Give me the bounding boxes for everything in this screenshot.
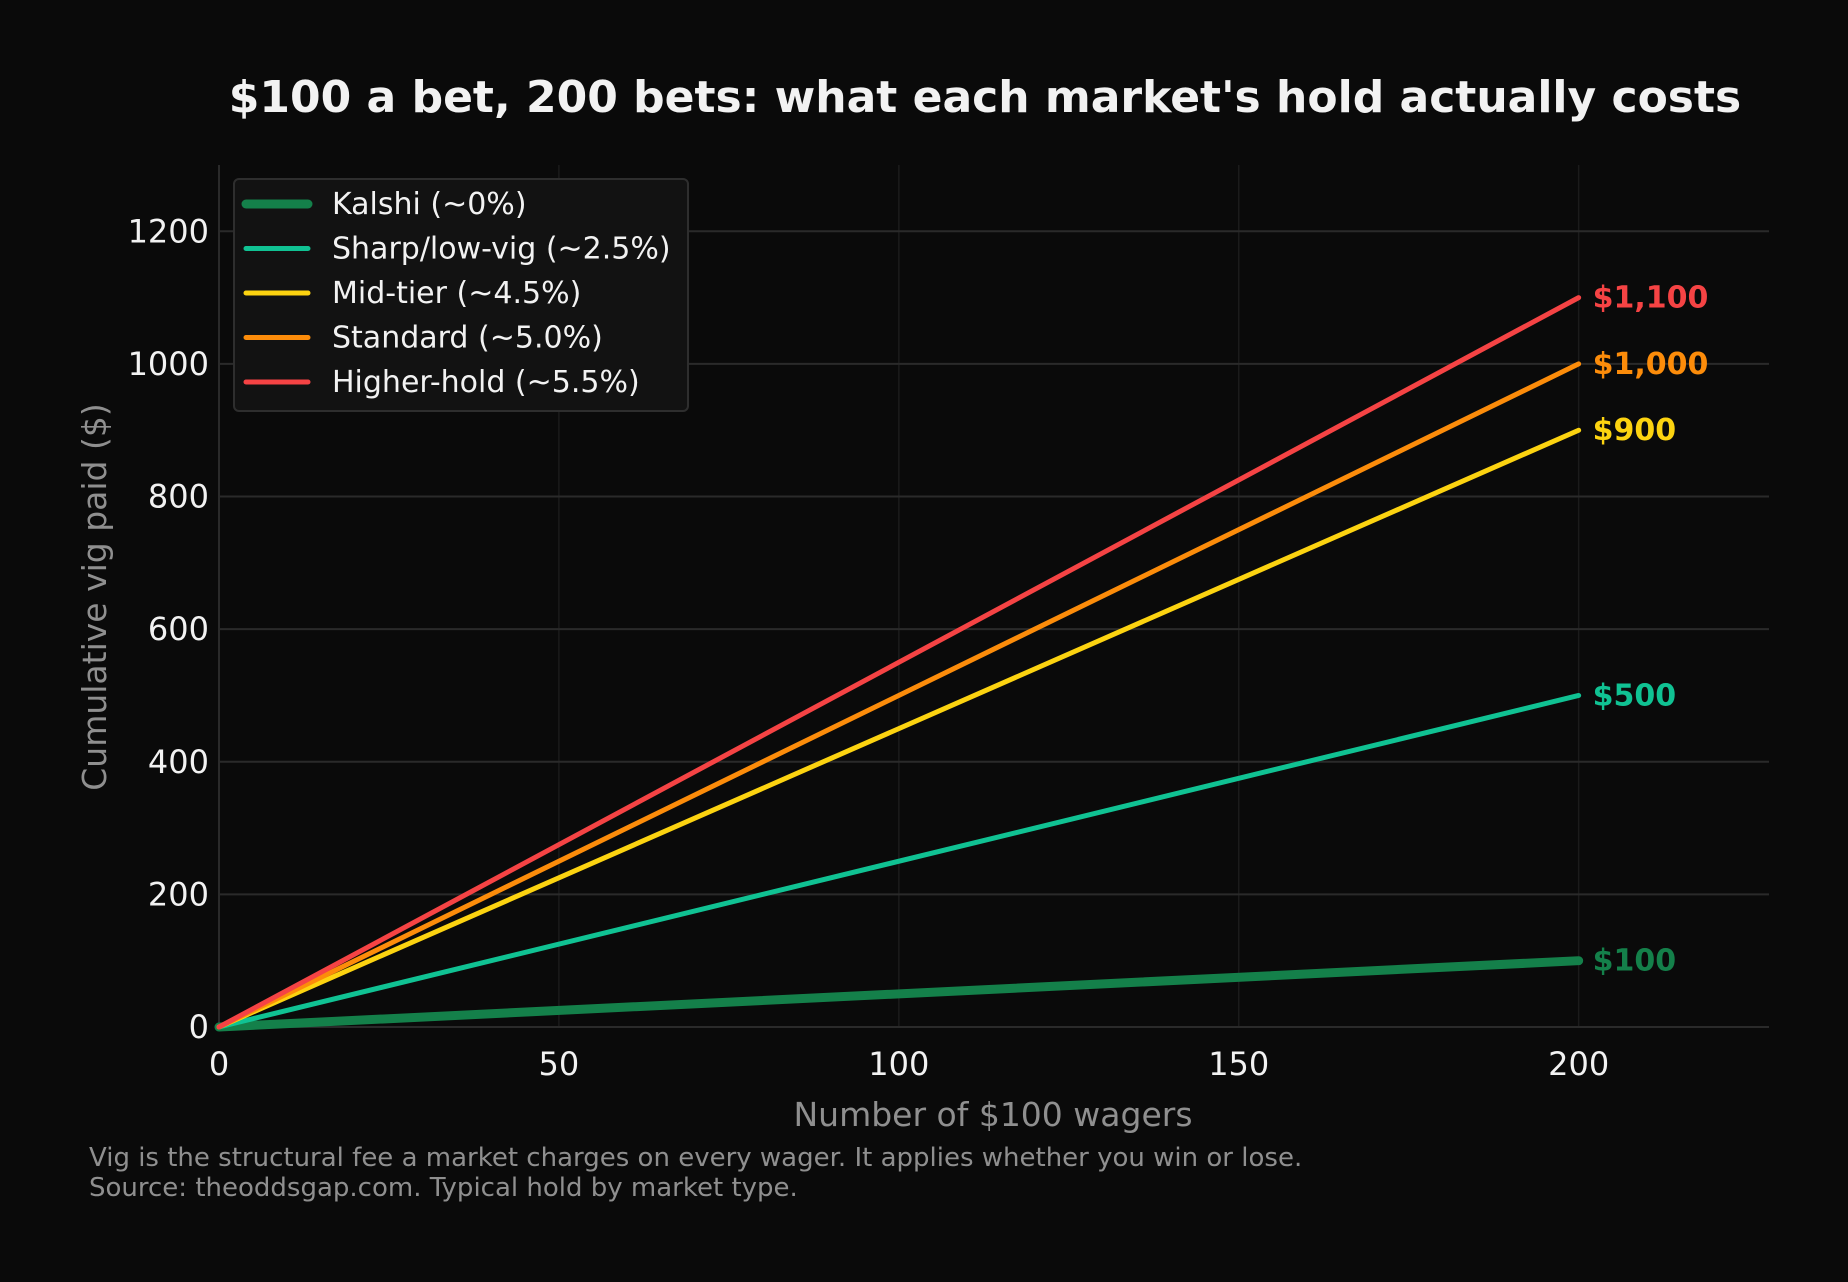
x-tick-label: 150 [1208, 1045, 1269, 1083]
x-tick-labels: 0 50 100 150 200 [209, 1045, 1609, 1083]
y-tick-labels: 0 200 400 600 800 1000 1200 [128, 212, 209, 1046]
end-labels: $100 $500 $900 $1,000 $1,100 [1593, 281, 1709, 979]
y-axis-label: Cumulative vig paid ($) [75, 403, 114, 791]
y-tick-label: 0 [189, 1008, 209, 1046]
y-tick-label: 200 [148, 875, 209, 913]
end-label-3: $1,000 [1593, 347, 1709, 382]
legend: Kalshi (~0%) Sharp/low-vig (~2.5%) Mid-tie… [233, 178, 689, 412]
footnote-line-1: Vig is the structural fee a market charg… [89, 1143, 1302, 1173]
legend-label-4: Higher-hold (~5.5%) [332, 365, 640, 400]
end-label-1: $500 [1593, 678, 1677, 713]
y-tick-label: 800 [148, 478, 209, 516]
series-line-3 [216, 361, 1582, 1030]
series-line-0 [214, 956, 1584, 1032]
legend-label-3: Standard (~5.0%) [332, 321, 603, 356]
x-tick-label: 50 [539, 1045, 580, 1083]
footnotes: Vig is the structural fee a market charg… [89, 1143, 1302, 1203]
series-line-2 [216, 427, 1582, 1030]
series-line-4 [216, 295, 1582, 1030]
footnote-line-2: Source: theoddsgap.com. Typical hold by … [89, 1173, 798, 1203]
x-tick-label: 200 [1548, 1045, 1609, 1083]
end-label-2: $900 [1593, 413, 1677, 448]
legend-box [233, 178, 689, 412]
legend-label-2: Mid-tier (~4.5%) [332, 276, 581, 311]
chart-title: $100 a bet, 200 bets: what each market's… [229, 72, 1741, 123]
y-tick-label: 600 [148, 610, 209, 648]
legend-label-0: Kalshi (~0%) [332, 187, 527, 222]
x-tick-label: 100 [868, 1045, 929, 1083]
end-label-4: $1,100 [1593, 281, 1709, 316]
series-lines [214, 295, 1584, 1032]
series-line-1 [216, 692, 1582, 1030]
legend-label-1: Sharp/low-vig (~2.5%) [332, 232, 671, 267]
y-tick-label: 1200 [128, 212, 209, 250]
x-tick-label: 0 [209, 1045, 229, 1083]
y-tick-label: 400 [148, 743, 209, 781]
end-label-0: $100 [1593, 944, 1677, 979]
axes [218, 165, 1769, 1028]
y-tick-label: 1000 [128, 345, 209, 383]
x-axis-label: Number of $100 wagers [793, 1095, 1192, 1134]
